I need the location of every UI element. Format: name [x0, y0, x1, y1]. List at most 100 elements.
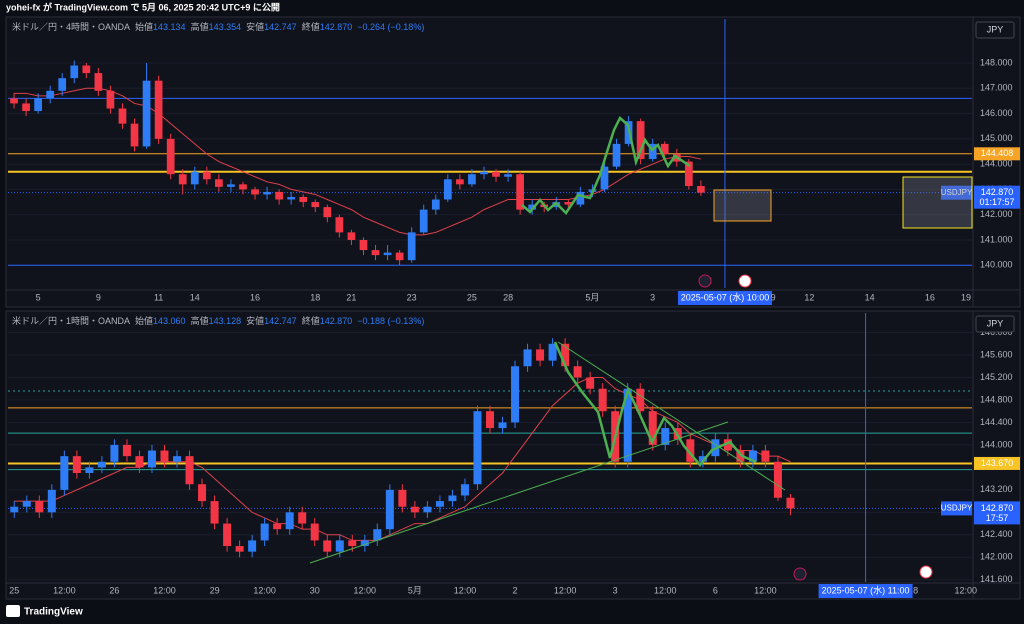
chart-upper: 140.000141.000142.000143.000144.000145.0…	[8, 19, 1020, 305]
candle-body	[85, 467, 94, 474]
candle-body	[58, 78, 67, 91]
countdown: 01:17:57	[979, 197, 1014, 207]
candle-body	[410, 506, 419, 513]
candle-body	[106, 90, 115, 109]
legend-field-label: 始値	[135, 315, 153, 326]
crosshair-label-bg	[677, 291, 772, 305]
countdown: 17:57	[986, 513, 1009, 523]
candle-body	[142, 80, 151, 147]
candle-body	[323, 540, 332, 552]
x-tick-label: 5月	[408, 585, 422, 595]
candle-body	[431, 199, 440, 210]
legend-field-value: 142.747	[264, 22, 297, 32]
candle-body	[536, 349, 545, 361]
candle-body	[147, 450, 156, 468]
candle-body	[761, 450, 770, 462]
candle-body	[185, 456, 194, 485]
symbol-label-bg	[941, 501, 972, 516]
legend: 米ドル／円・4時間・OANDA 始値143.134 高値143.354 安値142.7…	[12, 21, 424, 32]
candle-body	[443, 179, 452, 200]
candle-body	[22, 501, 31, 507]
candle-body	[516, 174, 524, 210]
y-tick-label: 142.400	[980, 529, 1013, 539]
x-tick-label: 12:00	[654, 585, 677, 595]
candle-body	[335, 540, 344, 552]
candle-body	[359, 239, 368, 251]
x-tick-label: 5月	[585, 292, 599, 302]
trend-line	[309, 421, 729, 564]
candle-body	[373, 529, 382, 541]
candle-body	[723, 439, 732, 451]
candle-body	[97, 461, 106, 468]
candle-body	[460, 484, 469, 496]
candle-body	[523, 349, 532, 367]
candle-body	[383, 252, 392, 256]
candle-body	[160, 450, 169, 462]
x-tick-label: 9	[771, 292, 776, 302]
footer-brand: TradingView	[24, 607, 83, 618]
currency-box	[975, 21, 1015, 39]
x-tick-label: 16	[925, 292, 935, 302]
legend-field-label: 始値	[135, 21, 153, 32]
candle-body	[636, 121, 645, 160]
x-tick-label: 5	[36, 292, 41, 302]
candle-body	[660, 143, 669, 154]
candle-body	[598, 388, 607, 412]
candle-body	[360, 540, 369, 547]
x-tick-label: 21	[346, 292, 356, 302]
candle-body	[612, 143, 621, 167]
candle-body	[485, 411, 495, 429]
candle-body	[473, 411, 482, 485]
symbol-label: USDJPY	[941, 504, 973, 513]
legend-change: −0.264 (−0.18%)	[357, 22, 424, 32]
candle-body	[239, 184, 247, 190]
y-tick-label: 147.000	[980, 83, 1013, 93]
y-tick-label: 144.800	[980, 394, 1013, 404]
panel	[5, 310, 1021, 600]
candle-body	[492, 171, 500, 177]
trend-line	[557, 341, 786, 491]
legend-field-value: 142.747	[264, 316, 297, 326]
legend-field-label: 高値	[191, 21, 209, 32]
candle-body	[122, 444, 131, 457]
legend-field-value: 143.060	[153, 316, 186, 326]
zone-box	[713, 189, 772, 222]
crosshair-label: 2025-05-07 (水) 11:00	[822, 584, 910, 595]
candle-body	[198, 484, 207, 502]
y-tick-label: 145.200	[980, 372, 1013, 382]
candle-body	[347, 232, 356, 240]
event-icon	[698, 274, 712, 288]
y-tick-label: 142.000	[980, 552, 1013, 562]
y-tick-label: 145.000	[980, 133, 1013, 143]
candle-body	[661, 428, 670, 445]
legend-field-label: 安値	[246, 21, 264, 32]
candle-body	[94, 73, 103, 91]
x-tick-label: 12:00	[954, 585, 977, 595]
candle-body	[423, 506, 432, 513]
candle-body	[600, 166, 609, 190]
moving-average	[14, 376, 791, 541]
candle-body	[47, 489, 56, 513]
candle-body	[686, 439, 695, 462]
x-tick-label: 12:00	[554, 585, 577, 595]
level-label: 143.670	[981, 458, 1014, 468]
candle-body	[773, 461, 782, 498]
price-label: 142.870	[981, 187, 1014, 197]
x-tick-label: 9	[96, 292, 101, 302]
candle-body	[166, 138, 175, 175]
candle-body	[561, 343, 570, 367]
candle-body	[35, 501, 44, 513]
legend: 米ドル／円・1時間・OANDA 始値143.060 高値143.128 安値142.7…	[12, 315, 424, 326]
x-tick-label: 12:00	[253, 585, 276, 595]
candle-body	[299, 196, 308, 203]
logo	[6, 605, 20, 617]
x-tick-label: 18	[310, 292, 320, 302]
candle-body	[34, 98, 42, 112]
x-tick-label: 16	[250, 292, 260, 302]
x-tick-label: 19	[961, 292, 971, 302]
publish-header: yohei-fx が TradingView.com で 5月 06, 2025…	[6, 1, 280, 12]
candle-body	[82, 65, 91, 74]
candle-body	[468, 174, 476, 185]
drawings	[309, 115, 973, 581]
